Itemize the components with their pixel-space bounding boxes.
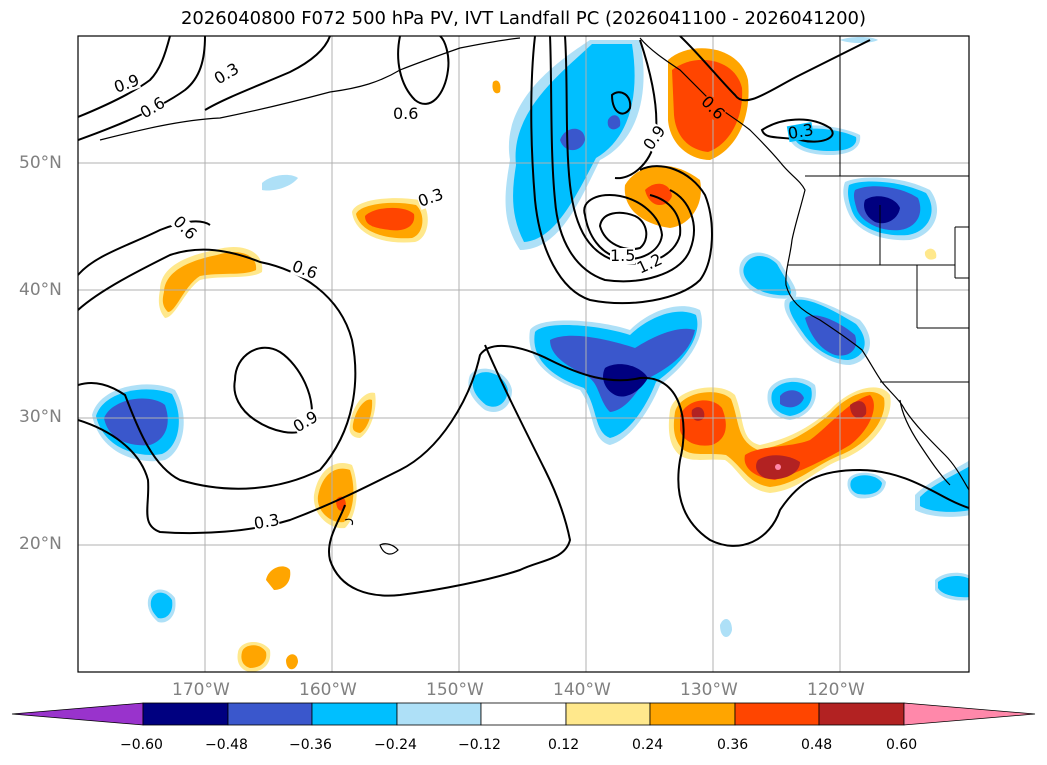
colorbar-tick-label: −0.36 [289,737,332,753]
lon-label: 140°W [553,680,611,700]
colorbar-tick-label: 0.12 [548,737,580,753]
contour-label: 1.5 [610,246,636,265]
lon-label: 160°W [299,680,357,700]
colorbar-extend-high [903,702,1036,726]
colorbar-bin [734,702,820,726]
colorbar-bin [311,702,398,726]
colorbar-bin [227,702,313,726]
contour-label: 0.3 [786,119,815,144]
lon-label: 130°W [680,680,738,700]
colorbar-bin [480,702,567,726]
gridlines [78,36,969,672]
colorbar-tick-label: 0.24 [632,737,664,753]
lat-label: 40°N [19,280,62,300]
colorbar-tick-label: 0.48 [801,737,833,753]
colorbar-extend-low [11,702,144,726]
colorbar-bin [649,702,736,726]
lon-label: 120°W [807,680,865,700]
colorbar-bin [818,702,905,726]
borders [788,36,969,383]
colorbar-tick-label: −0.12 [458,737,501,753]
colorbar-tick-label: 0.60 [886,737,918,753]
colorbar-tick-label: −0.24 [374,737,417,753]
colorbar-bin [396,702,482,726]
colorbar-tick-label: 0.36 [717,737,749,753]
colorbar-tick-label: −0.60 [120,737,163,753]
lon-label: 170°W [172,680,230,700]
lat-label: 50°N [19,153,62,173]
colorbar-bin [565,702,651,726]
colorbar-bin [142,702,229,726]
map-title: 2026040800 F072 500 hPa PV, IVT Landfall… [180,8,867,29]
colorbar-tick-label: −0.48 [205,737,248,753]
lon-label: 150°W [426,680,484,700]
lat-label: 20°N [19,534,62,554]
map-frame [77,35,970,673]
contour-label: 0.6 [393,104,419,123]
lat-label: 30°N [19,407,62,427]
contour-label: 0.3 [252,509,281,534]
colorbar [11,702,1036,726]
